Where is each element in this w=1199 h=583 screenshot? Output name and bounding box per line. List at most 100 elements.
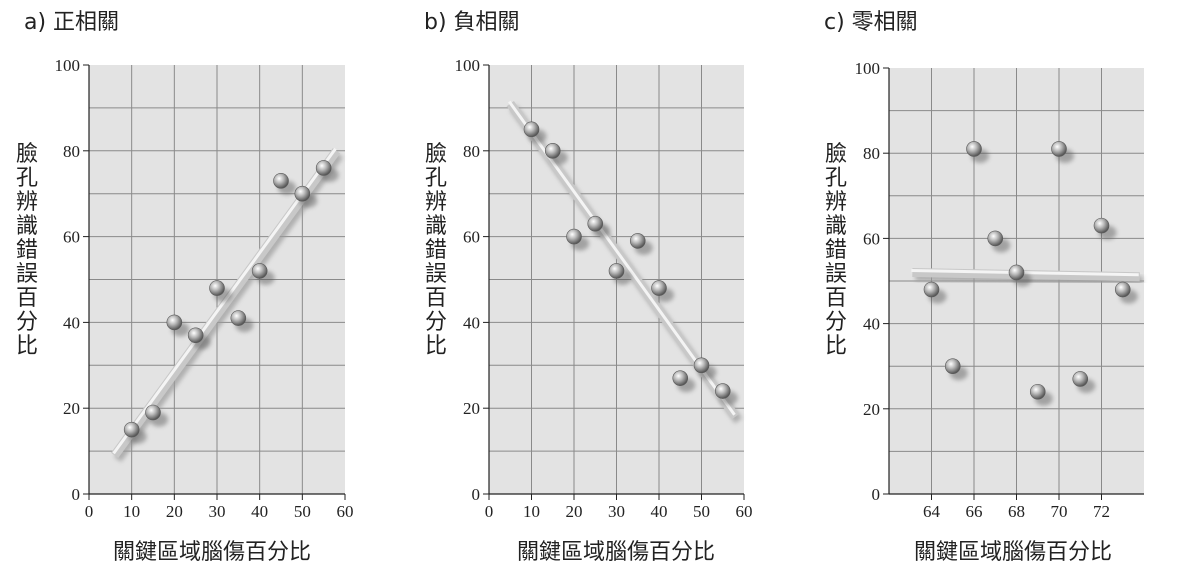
data-point [145,404,168,427]
data-point-marker [1008,264,1025,281]
data-point [1114,281,1138,304]
chart-panel-negative: b) 負相關 臉孔辨識錯誤百分比 0 20 40 60 80 100 0 10 20 30 40 50… [400,0,800,583]
data-point [923,281,947,304]
data-point [1008,264,1032,287]
x-tick-label: 68 [1008,502,1025,521]
data-point [273,173,296,195]
data-point [693,357,717,380]
x-tick-label: 30 [608,502,625,521]
data-point-marker [1029,383,1046,400]
y-tick-label: 80 [63,142,80,161]
data-point [251,263,275,285]
y-tick-label: 0 [872,485,881,504]
trend-line-highlight [911,268,1139,277]
data-point [1029,383,1053,406]
chart-title: c) 零相關 [824,10,918,35]
data-point [187,327,211,350]
y-tick-label: 40 [863,315,880,334]
x-tick-label: 40 [651,502,668,521]
data-point-marker [1072,371,1089,387]
data-point-marker [987,230,1004,247]
data-point-marker [966,141,982,157]
data-point [608,263,632,285]
x-tick-label: 30 [209,502,226,521]
data-point-marker [1093,217,1110,234]
y-tick-label: 20 [863,400,880,419]
x-tick-label: 20 [166,502,183,521]
y-tick-label: 60 [63,228,80,247]
x-tick-label: 40 [251,502,268,521]
data-point-marker [566,228,582,245]
scatter-plot-positive: 0 20 40 60 80 100 0 10 20 30 40 50 60 [55,56,354,521]
y-axis-label: 臉孔辨識錯誤百分比 [424,142,447,359]
y-tick-label: 40 [63,313,80,332]
y-tick-label: 0 [472,485,481,504]
data-point [672,370,696,393]
data-point-marker [315,160,332,176]
data-point [315,160,339,182]
data-point [544,143,568,165]
chart-title: a) 正相關 [24,10,120,35]
x-tick-label: 70 [1051,502,1068,521]
data-point [209,280,232,303]
data-point [651,280,674,303]
x-tick-label: 20 [566,502,583,521]
data-point [523,121,547,144]
data-point-marker [672,370,689,386]
x-tick-label: 0 [85,502,94,521]
y-tick-label: 60 [863,229,880,248]
data-point [566,228,589,251]
data-point-marker [693,357,710,374]
x-tick-label: 66 [966,502,983,521]
x-axis-label: 關鍵區域腦傷百分比 [517,540,716,565]
x-tick-label: 10 [523,502,540,521]
data-point [230,310,254,333]
data-point-marker [544,143,561,159]
y-axis-label: 臉孔辨識錯誤百分比 [824,142,847,359]
x-tick-label: 10 [123,502,140,521]
data-point [1051,141,1074,163]
data-point-marker [1114,281,1131,298]
scatter-plot-zero: 0 20 40 60 80 100 64 66 68 70 72 [855,59,1144,521]
data-point [123,421,147,444]
data-point-marker [209,280,225,296]
data-point [714,383,738,406]
y-tick-label: 80 [463,142,480,161]
data-point [166,314,190,337]
data-point-marker [523,121,540,138]
data-point-marker [251,263,268,279]
y-axis-label: 臉孔辨識錯誤百分比 [15,142,38,359]
x-tick-label: 64 [923,502,941,521]
x-tick-label: 60 [736,502,753,521]
data-point-marker [651,280,667,296]
data-point-marker [923,281,940,298]
data-point [1072,371,1096,393]
x-tick-label: 0 [485,502,494,521]
data-point-marker [608,263,625,279]
chart-title: b) 負相關 [424,10,520,35]
data-point-marker [273,173,289,189]
data-point [587,215,611,238]
y-tick-label: 20 [63,399,80,418]
chart-panel-zero: c) 零相關 臉孔辨識錯誤百分比 0 20 40 60 80 100 64 66 68 70 72 … [800,0,1199,583]
data-point-marker [187,327,204,344]
x-tick-label: 60 [337,502,354,521]
y-tick-label: 20 [463,399,480,418]
y-tick-label: 100 [55,56,81,75]
y-tick-label: 40 [463,313,480,332]
data-point [629,233,653,255]
data-point [944,358,968,381]
x-tick-label: 50 [294,502,311,521]
y-tick-label: 0 [72,485,81,504]
data-point-marker [166,314,183,331]
data-point-marker [123,421,140,438]
data-point [966,141,989,163]
y-tick-label: 60 [463,228,480,247]
x-tick-label: 72 [1093,502,1110,521]
data-point-marker [294,185,311,202]
data-point-marker [714,383,731,399]
scatter-plot-negative: 0 20 40 60 80 100 0 10 20 30 40 50 60 [455,56,753,521]
data-point-marker [944,358,961,375]
data-point [1093,217,1117,240]
data-point [987,230,1011,253]
